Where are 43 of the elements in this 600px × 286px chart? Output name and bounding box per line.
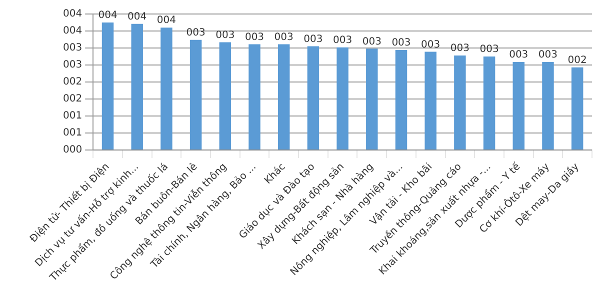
- bar: [454, 55, 466, 150]
- bar: [248, 44, 260, 150]
- data-label: 003: [450, 43, 470, 54]
- bar: [278, 44, 290, 150]
- data-label: 004: [156, 15, 176, 26]
- data-label: 003: [392, 38, 411, 49]
- bar: [424, 52, 436, 150]
- data-label: 003: [332, 34, 352, 46]
- data-label: 003: [304, 34, 323, 45]
- bar: [102, 22, 114, 150]
- data-label: 003: [244, 32, 264, 43]
- bar: [307, 46, 320, 150]
- bar: [190, 40, 202, 150]
- data-label: 004: [98, 10, 118, 22]
- bar: [542, 62, 554, 150]
- data-label: 003: [186, 27, 206, 38]
- bar: [160, 28, 172, 150]
- bar: [395, 50, 408, 150]
- data-label: 003: [480, 44, 499, 56]
- y-tick-label: 004: [62, 8, 82, 20]
- data-label: 004: [128, 11, 147, 22]
- y-tick-label: 003: [62, 42, 82, 54]
- bar: [483, 56, 496, 150]
- data-label: 003: [421, 39, 440, 50]
- data-label: 003: [274, 32, 294, 43]
- y-tick-label: 004: [62, 26, 82, 37]
- y-tick-label: 002: [62, 76, 82, 88]
- data-label: 003: [538, 50, 558, 61]
- y-tick-label: 003: [62, 60, 82, 71]
- bar: [336, 47, 348, 150]
- data-label: 003: [216, 30, 235, 41]
- bar: [512, 62, 524, 150]
- bar: [571, 67, 584, 150]
- data-label: 003: [362, 36, 382, 48]
- y-tick-label: 000: [62, 144, 82, 156]
- y-tick-label: 002: [62, 94, 82, 105]
- y-tick-label: 001: [62, 110, 82, 122]
- y-tick-label: 001: [62, 128, 82, 139]
- data-label: 003: [509, 50, 528, 61]
- bar: [131, 24, 143, 150]
- bar: [366, 48, 378, 150]
- data-label: 002: [568, 54, 587, 66]
- bar: [219, 42, 232, 150]
